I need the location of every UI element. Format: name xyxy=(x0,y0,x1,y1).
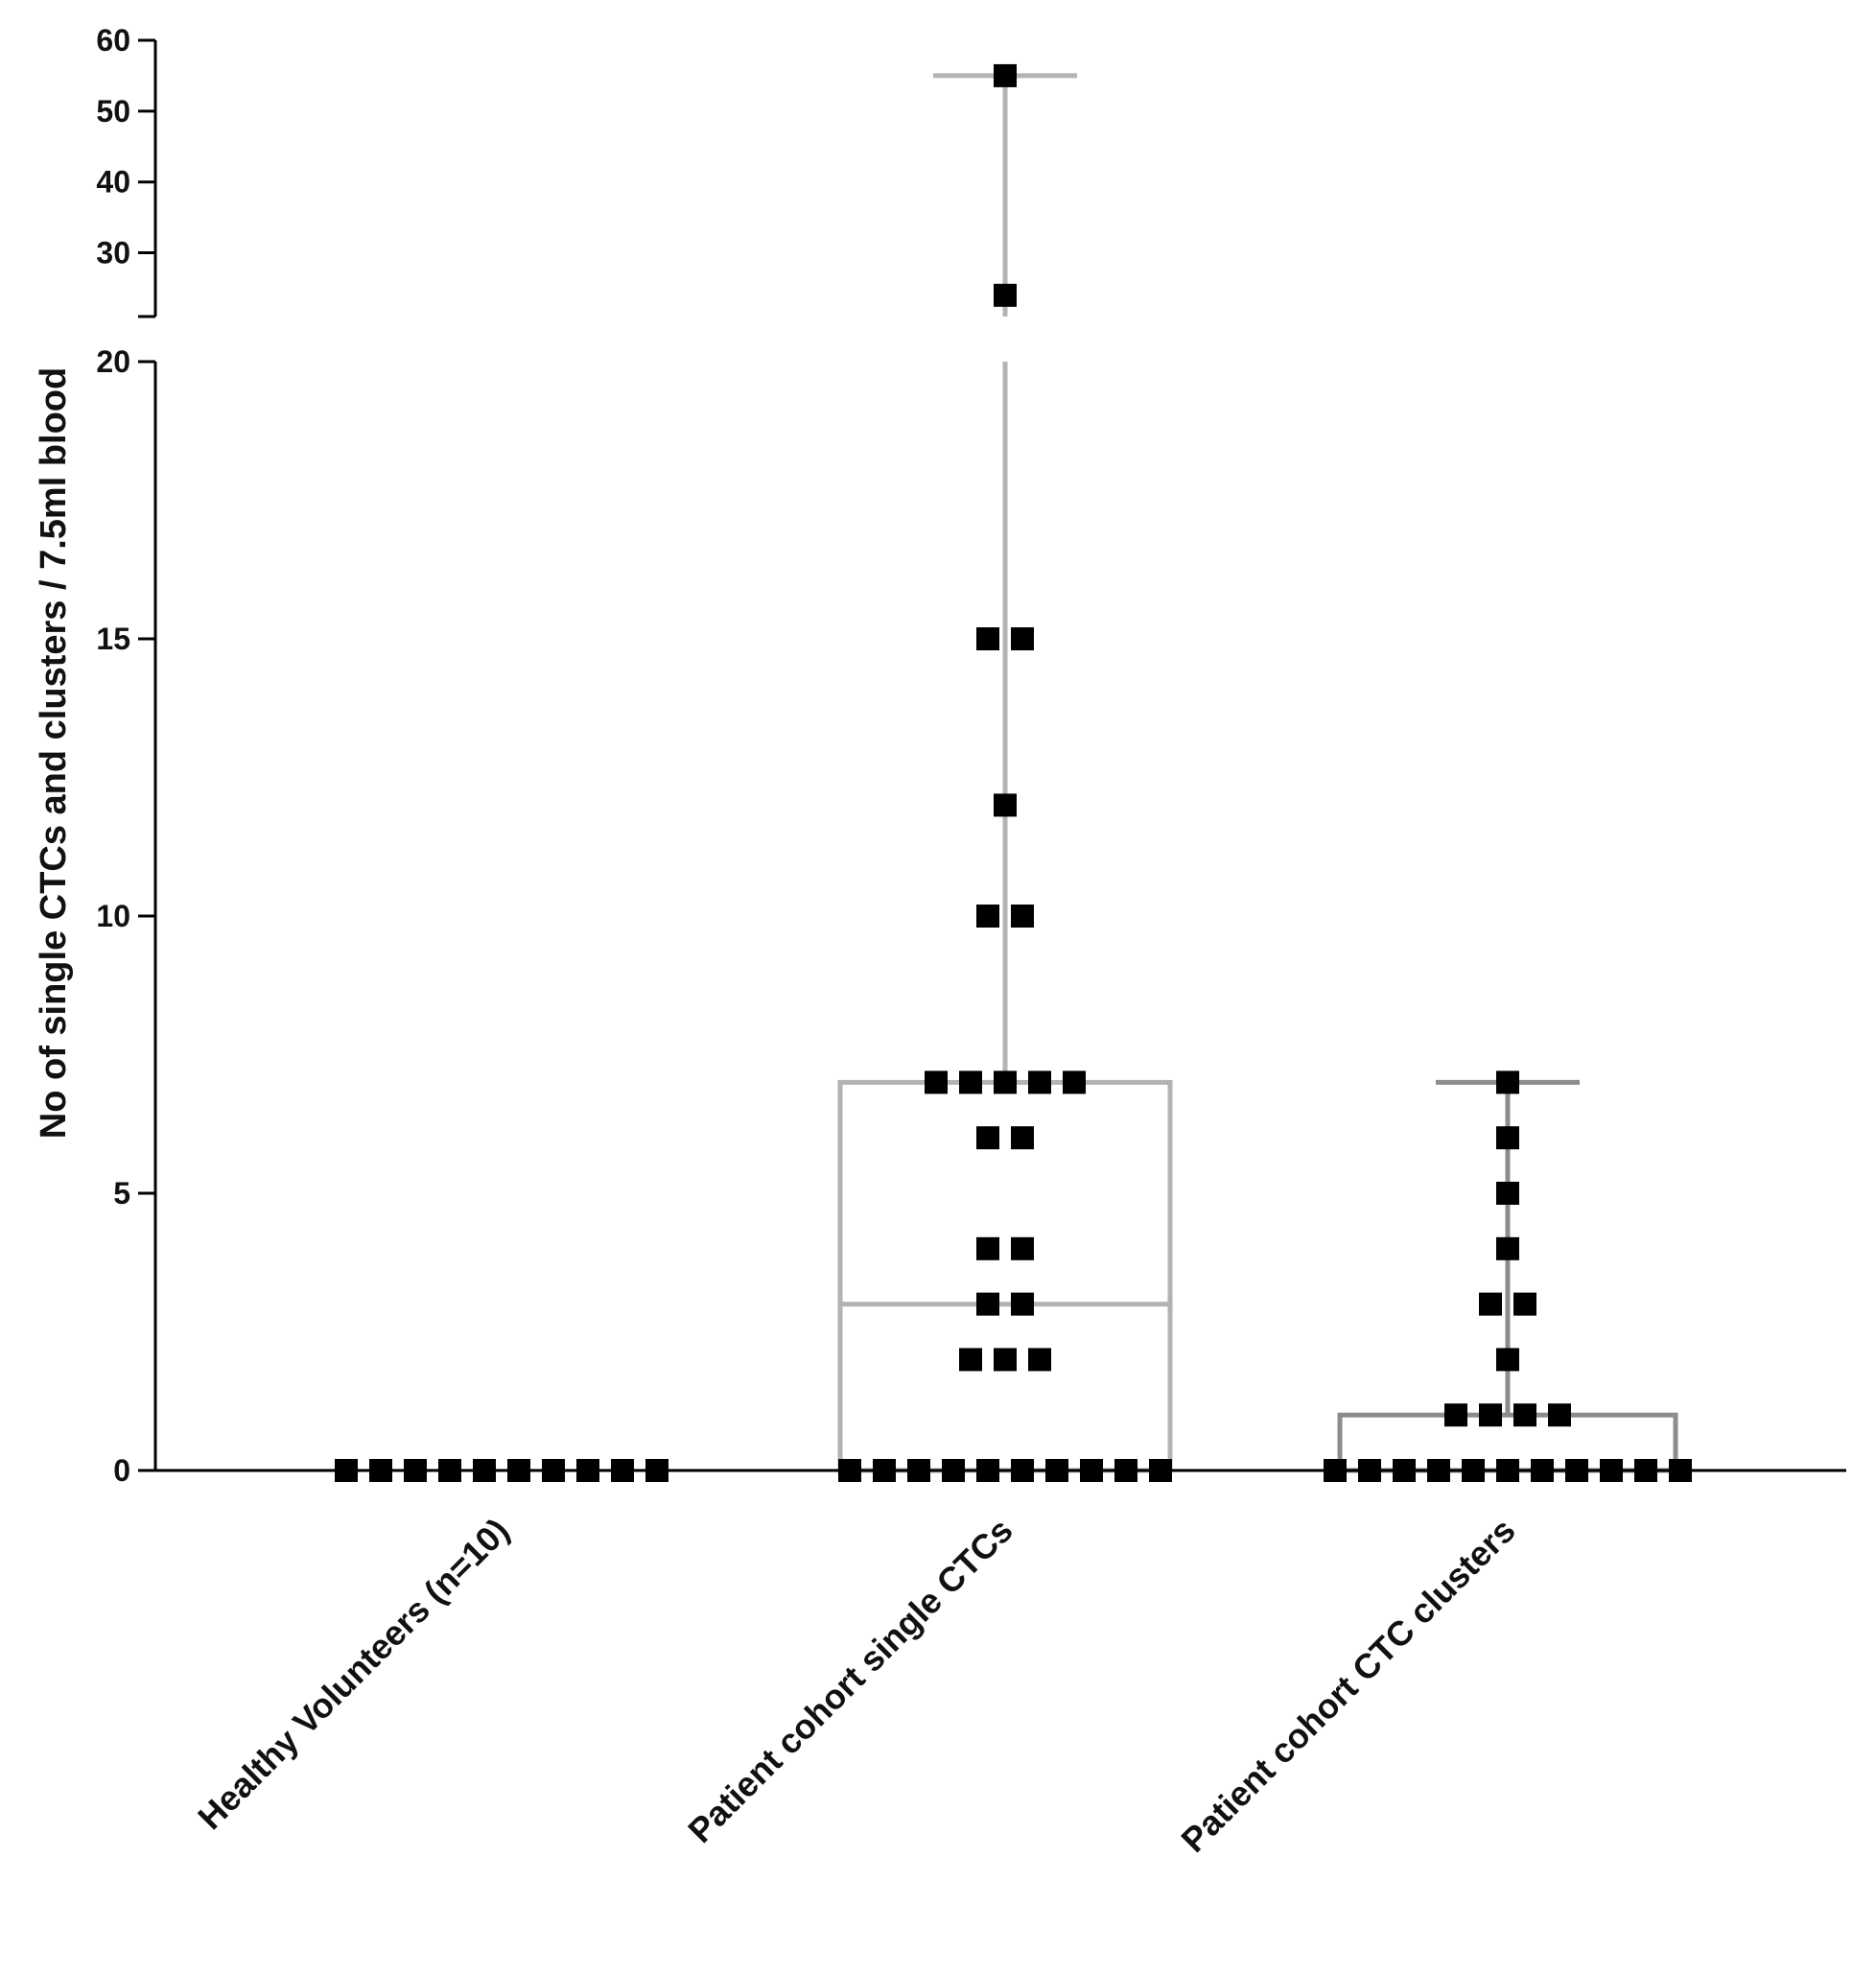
data-point xyxy=(1462,1459,1485,1482)
data-point xyxy=(976,1459,999,1482)
data-point xyxy=(1634,1459,1657,1482)
data-point xyxy=(1565,1459,1588,1482)
data-point xyxy=(369,1459,392,1482)
data-point xyxy=(1600,1459,1623,1482)
data-point xyxy=(1011,1292,1034,1316)
y-tick-label-60: 60 xyxy=(96,23,130,58)
data-point xyxy=(507,1459,530,1482)
data-point xyxy=(1393,1459,1416,1482)
y-tick-label-20: 20 xyxy=(96,344,130,379)
data-point xyxy=(1063,1070,1086,1094)
data-point xyxy=(335,1459,358,1482)
data-point xyxy=(1114,1459,1137,1482)
x-category-label-3: Patient cohort CTC clusters xyxy=(1173,1511,1522,1860)
data-point xyxy=(1479,1292,1502,1316)
boxes-layer xyxy=(837,73,1678,1473)
y-tick-label-5: 5 xyxy=(113,1176,130,1211)
data-point xyxy=(1358,1459,1381,1482)
data-point xyxy=(1444,1403,1467,1427)
data-point xyxy=(1011,627,1034,650)
data-point xyxy=(994,1070,1017,1094)
y-tick-label-50: 50 xyxy=(96,94,130,129)
data-point xyxy=(1548,1403,1571,1427)
data-point xyxy=(1496,1348,1519,1372)
data-point xyxy=(611,1459,634,1482)
data-point xyxy=(1080,1459,1103,1482)
data-point xyxy=(994,63,1017,87)
data-point xyxy=(873,1459,896,1482)
data-point xyxy=(994,283,1017,307)
data-point xyxy=(1011,1126,1034,1150)
data-point xyxy=(1011,1236,1034,1260)
data-point xyxy=(1011,1459,1034,1482)
data-point xyxy=(959,1348,982,1372)
data-point xyxy=(1513,1403,1536,1427)
x-category-label-2: Patient cohort single CTCs xyxy=(680,1511,1020,1850)
data-point xyxy=(838,1459,861,1482)
data-point xyxy=(1496,1236,1519,1260)
y-tick-label-15: 15 xyxy=(96,622,130,656)
data-point xyxy=(976,1126,999,1150)
data-point xyxy=(1427,1459,1450,1482)
data-point xyxy=(1028,1348,1051,1372)
data-point xyxy=(959,1070,982,1094)
data-point xyxy=(1496,1126,1519,1150)
data-point xyxy=(1149,1459,1172,1482)
labels-layer: 0 5 10 15 20 30 40 50 60 Healthy Volunteers (n=10… xyxy=(96,23,1522,1860)
data-point xyxy=(1496,1070,1519,1094)
y-tick-label-0: 0 xyxy=(113,1453,130,1488)
data-point xyxy=(907,1459,930,1482)
data-point xyxy=(542,1459,565,1482)
data-point xyxy=(1496,1182,1519,1205)
x-category-label-1: Healthy Volunteers (n=10) xyxy=(190,1511,516,1837)
data-point xyxy=(1011,905,1034,928)
data-point xyxy=(976,627,999,650)
data-point xyxy=(994,793,1017,817)
data-point xyxy=(1669,1459,1692,1482)
data-point xyxy=(1324,1459,1347,1482)
data-point xyxy=(1496,1459,1519,1482)
data-point xyxy=(1531,1459,1554,1482)
data-point xyxy=(925,1070,948,1094)
data-point xyxy=(645,1459,668,1482)
data-point xyxy=(473,1459,496,1482)
y-tick-label-10: 10 xyxy=(96,899,130,933)
data-point xyxy=(976,905,999,928)
data-point xyxy=(976,1236,999,1260)
data-point xyxy=(1045,1459,1068,1482)
y-tick-label-30: 30 xyxy=(96,236,130,270)
data-point xyxy=(404,1459,427,1482)
data-point xyxy=(1479,1403,1502,1427)
data-point xyxy=(942,1459,965,1482)
data-point xyxy=(438,1459,461,1482)
y-axis-title: No of single CTCs and clusters / 7.5ml b… xyxy=(34,367,74,1139)
points-layer xyxy=(335,63,1692,1482)
box-2 xyxy=(837,1079,1173,1473)
data-point xyxy=(976,1292,999,1316)
data-point xyxy=(1028,1070,1051,1094)
data-point xyxy=(576,1459,599,1482)
data-point xyxy=(994,1348,1017,1372)
y-tick-label-40: 40 xyxy=(96,165,130,200)
data-point xyxy=(1513,1292,1536,1316)
